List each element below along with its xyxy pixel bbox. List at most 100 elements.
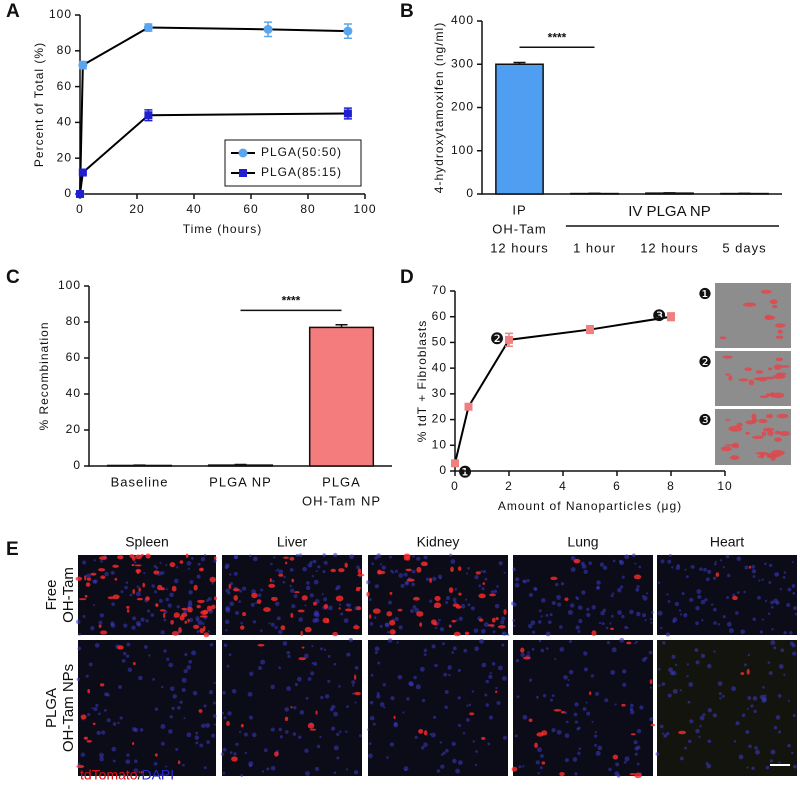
nucleus [386,630,390,634]
nucleus [226,664,230,668]
y-tick-label: 70 [432,283,447,297]
nucleus [409,608,415,614]
nucleus [697,594,702,599]
signal [92,722,96,726]
nucleus [522,765,525,768]
nucleus [137,622,141,627]
y-tick-label: 80 [66,314,81,328]
nucleus [636,729,642,734]
signal [649,679,653,685]
nucleus [433,715,437,719]
nucleus [124,585,128,590]
nucleus [575,625,580,630]
inset-cell [752,435,764,440]
nucleus [154,707,159,711]
nucleus [470,606,475,611]
nucleus [374,584,379,589]
nucleus [528,624,533,629]
nucleus [169,686,175,692]
nucleus [713,562,717,566]
nucleus [80,752,86,757]
nucleus [707,663,712,669]
y-tick-label: 60 [432,309,447,323]
nucleus [481,587,485,591]
signal [732,595,738,601]
nucleus [614,703,617,706]
nucleus [712,713,717,718]
signal [83,736,88,740]
nucleus [366,580,371,585]
signal [746,668,750,675]
signal [75,576,83,581]
nucleus [98,620,103,625]
nucleus [574,702,579,707]
nucleus [289,584,292,588]
signal [171,585,177,592]
inset-cell [725,418,731,421]
x-tick-label: 60 [243,202,258,216]
nucleus [368,598,372,601]
nucleus [270,622,275,627]
nucleus [714,560,717,563]
nucleus [270,684,275,690]
nucleus [238,600,241,604]
nucleus [556,729,562,735]
nucleus [560,582,565,586]
column-label: Heart [710,534,744,550]
nucleus [374,556,378,560]
nucleus [610,670,616,675]
signal [290,706,293,709]
nucleus [99,613,104,618]
nucleus [722,566,725,569]
nucleus [672,688,678,694]
nucleus [555,582,559,587]
nucleus [721,694,725,698]
nucleus [512,568,516,572]
nucleus [530,620,536,626]
nucleus [323,597,328,602]
nucleus [368,742,372,745]
nucleus [596,586,600,590]
nucleus [322,553,326,557]
nucleus [75,619,81,625]
nucleus [594,691,600,696]
nucleus [751,766,755,770]
inset-cell [728,425,743,432]
nucleus [298,735,302,739]
nucleus [110,623,116,628]
nucleus [748,744,752,749]
nucleus [754,749,760,755]
nucleus [419,666,425,672]
nucleus [750,704,754,708]
nucleus [770,605,774,609]
signal [326,618,330,624]
nucleus [624,756,630,762]
nucleus [719,697,722,700]
nucleus [793,764,797,769]
panel-label: B [400,1,414,22]
nucleus [773,725,778,730]
nucleus [639,705,644,710]
nucleus [188,590,193,595]
nucleus [770,640,776,646]
nucleus [201,622,205,625]
nucleus [176,605,180,609]
nucleus [295,553,299,557]
nucleus [779,587,782,591]
legend-box [224,139,362,187]
nucleus [346,652,351,657]
nucleus [646,592,649,595]
signal [541,761,546,765]
nucleus [559,647,565,652]
nucleus [348,637,353,643]
nucleus [487,742,491,746]
nucleus [213,559,217,563]
signal [553,709,562,712]
nucleus [423,653,427,657]
signal [464,631,470,636]
nucleus [298,553,303,557]
nucleus [320,647,323,651]
nucleus [293,706,297,710]
inset-cell [751,413,757,420]
nucleus [612,559,616,563]
